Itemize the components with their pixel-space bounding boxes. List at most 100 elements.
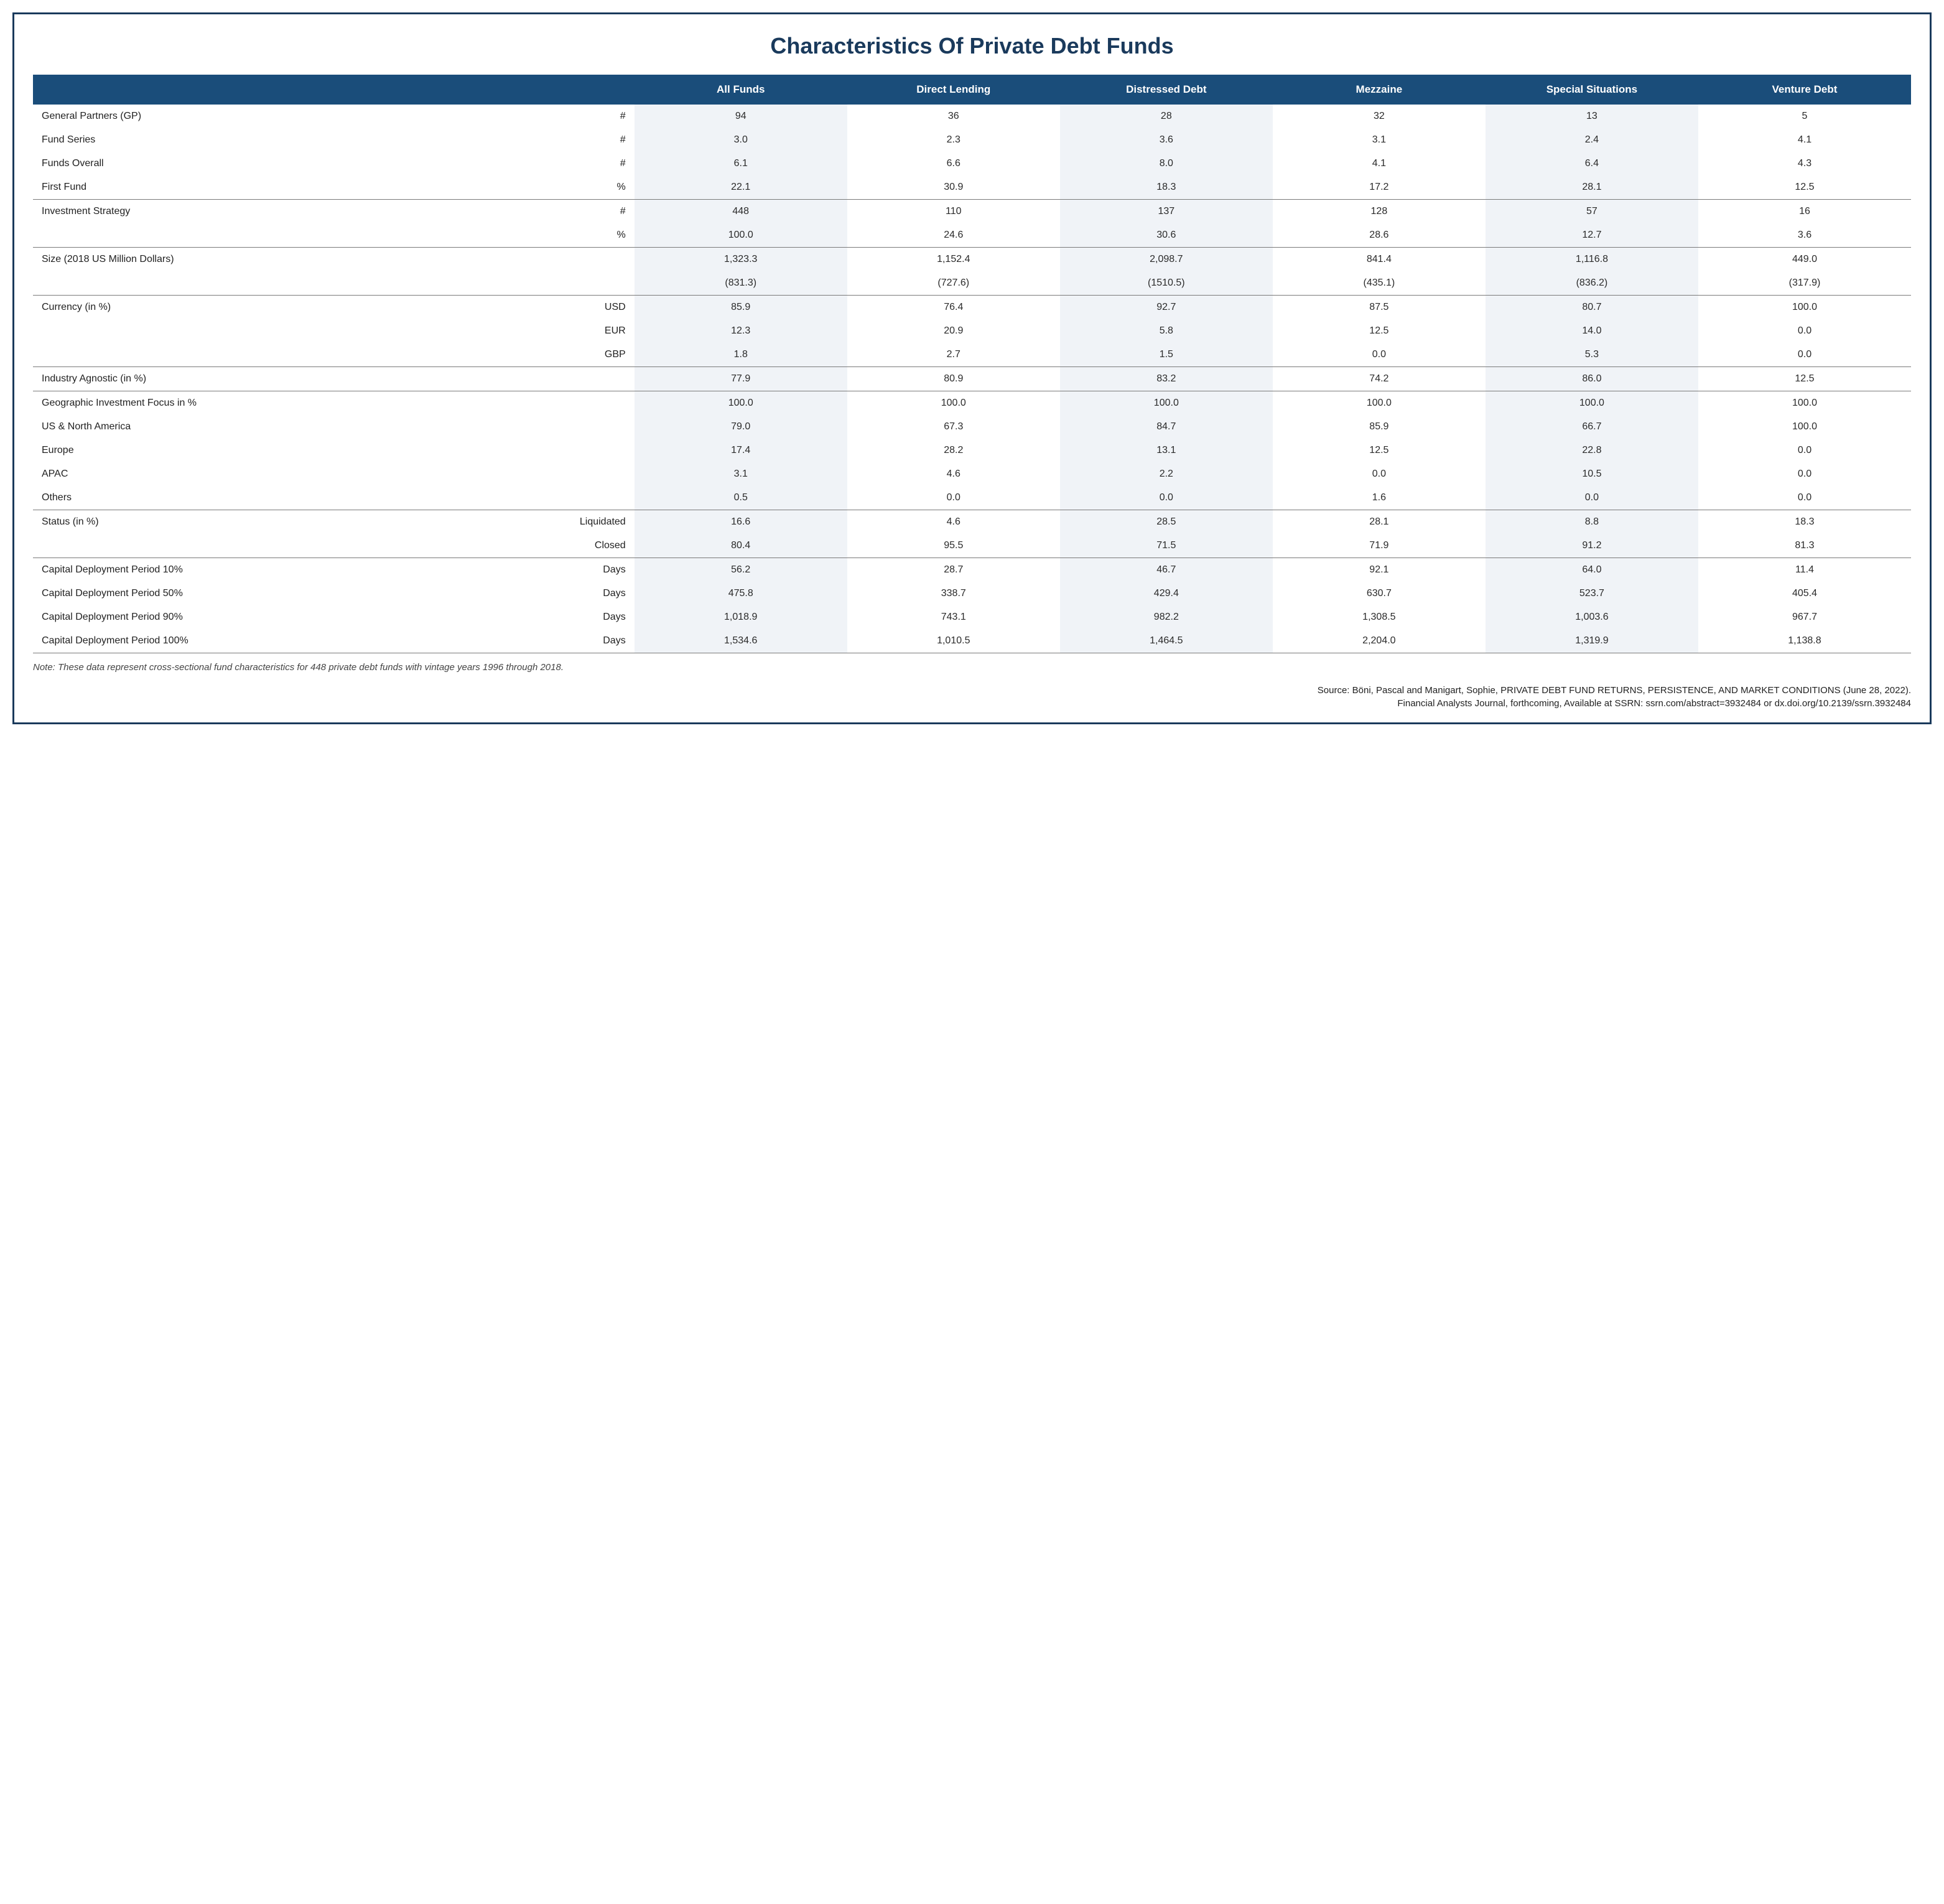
row-unit [481,462,635,486]
cell-value: 1,138.8 [1698,629,1911,653]
cell-value: 6.6 [847,152,1060,175]
cell-value: 22.1 [635,175,847,200]
cell-value: 0.0 [1273,343,1486,367]
cell-value: 56.2 [635,558,847,582]
cell-value: 86.0 [1486,367,1698,391]
table-row: Status (in %)Liquidated16.64.628.528.18.… [33,510,1911,534]
cell-value: 338.7 [847,582,1060,605]
cell-value: 2.3 [847,128,1060,152]
cell-value: 1.8 [635,343,847,367]
cell-value: 6.4 [1486,152,1698,175]
cell-value: 17.4 [635,439,847,462]
cell-value: 18.3 [1060,175,1273,200]
cell-value: 100.0 [1273,391,1486,416]
cell-value: (831.3) [635,271,847,296]
table-row: Capital Deployment Period 50%Days475.833… [33,582,1911,605]
cell-value: 16.6 [635,510,847,534]
cell-value: 83.2 [1060,367,1273,391]
cell-value: 0.0 [847,486,1060,510]
cell-value: 36 [847,105,1060,128]
row-label [33,319,481,343]
table-row: Investment Strategy#4481101371285716 [33,200,1911,224]
table-row: Europe17.428.213.112.522.80.0 [33,439,1911,462]
header-blank-label [33,75,481,105]
row-unit: Liquidated [481,510,635,534]
cell-value: 85.9 [635,296,847,320]
cell-value: 64.0 [1486,558,1698,582]
cell-value: 74.2 [1273,367,1486,391]
cell-value: 94 [635,105,847,128]
cell-value: 0.0 [1060,486,1273,510]
cell-value: 91.2 [1486,534,1698,558]
row-label: Europe [33,439,481,462]
cell-value: 5 [1698,105,1911,128]
cell-value: 10.5 [1486,462,1698,486]
cell-value: 30.9 [847,175,1060,200]
page-title: Characteristics Of Private Debt Funds [33,33,1911,59]
cell-value: 630.7 [1273,582,1486,605]
cell-value: 2.4 [1486,128,1698,152]
row-unit: Days [481,629,635,653]
col-header: Venture Debt [1698,75,1911,105]
cell-value: 28.6 [1273,223,1486,248]
cell-value: 1.5 [1060,343,1273,367]
table-row: Capital Deployment Period 100%Days1,534.… [33,629,1911,653]
cell-value: 71.5 [1060,534,1273,558]
row-unit: % [481,175,635,200]
row-label: Others [33,486,481,510]
table-row: General Partners (GP)#94362832135 [33,105,1911,128]
cell-value: 11.4 [1698,558,1911,582]
cell-value: 4.1 [1698,128,1911,152]
table-row: Industry Agnostic (in %)77.980.983.274.2… [33,367,1911,391]
row-label: Status (in %) [33,510,481,534]
cell-value: 28 [1060,105,1273,128]
table-row: EUR12.320.95.812.514.00.0 [33,319,1911,343]
row-unit [481,367,635,391]
cell-value: 57 [1486,200,1698,224]
cell-value: 405.4 [1698,582,1911,605]
cell-value: 12.5 [1273,319,1486,343]
cell-value: 449.0 [1698,248,1911,272]
cell-value: 4.1 [1273,152,1486,175]
row-label: Capital Deployment Period 10% [33,558,481,582]
cell-value: 1,464.5 [1060,629,1273,653]
cell-value: (727.6) [847,271,1060,296]
characteristics-table: All Funds Direct Lending Distressed Debt… [33,75,1911,653]
cell-value: 1,323.3 [635,248,847,272]
cell-value: 841.4 [1273,248,1486,272]
table-row: Size (2018 US Million Dollars)1,323.31,1… [33,248,1911,272]
cell-value: 0.0 [1273,462,1486,486]
cell-value: 12.5 [1698,367,1911,391]
table-row: Currency (in %)USD85.976.492.787.580.710… [33,296,1911,320]
table-frame: Characteristics Of Private Debt Funds Al… [12,12,1932,724]
cell-value: 2,204.0 [1273,629,1486,653]
row-unit [481,248,635,272]
row-label: Industry Agnostic (in %) [33,367,481,391]
header-blank-unit [481,75,635,105]
cell-value: (435.1) [1273,271,1486,296]
cell-value: 32 [1273,105,1486,128]
cell-value: 24.6 [847,223,1060,248]
cell-value: 0.0 [1698,319,1911,343]
cell-value: 87.5 [1273,296,1486,320]
cell-value: 100.0 [1486,391,1698,416]
row-unit: GBP [481,343,635,367]
table-row: GBP1.82.71.50.05.30.0 [33,343,1911,367]
cell-value: 137 [1060,200,1273,224]
cell-value: 4.6 [847,510,1060,534]
cell-value: 0.0 [1698,462,1911,486]
source-line-1: Source: Böni, Pascal and Manigart, Sophi… [1318,685,1911,696]
cell-value: 2,098.7 [1060,248,1273,272]
cell-value: 967.7 [1698,605,1911,629]
cell-value: 100.0 [1060,391,1273,416]
row-label: Capital Deployment Period 90% [33,605,481,629]
cell-value: 3.1 [1273,128,1486,152]
cell-value: 85.9 [1273,415,1486,439]
table-note: Note: These data represent cross-section… [33,662,1911,673]
cell-value: 1,152.4 [847,248,1060,272]
table-row: APAC3.14.62.20.010.50.0 [33,462,1911,486]
cell-value: 77.9 [635,367,847,391]
cell-value: 448 [635,200,847,224]
table-row: Geographic Investment Focus in %100.0100… [33,391,1911,416]
row-unit [481,415,635,439]
